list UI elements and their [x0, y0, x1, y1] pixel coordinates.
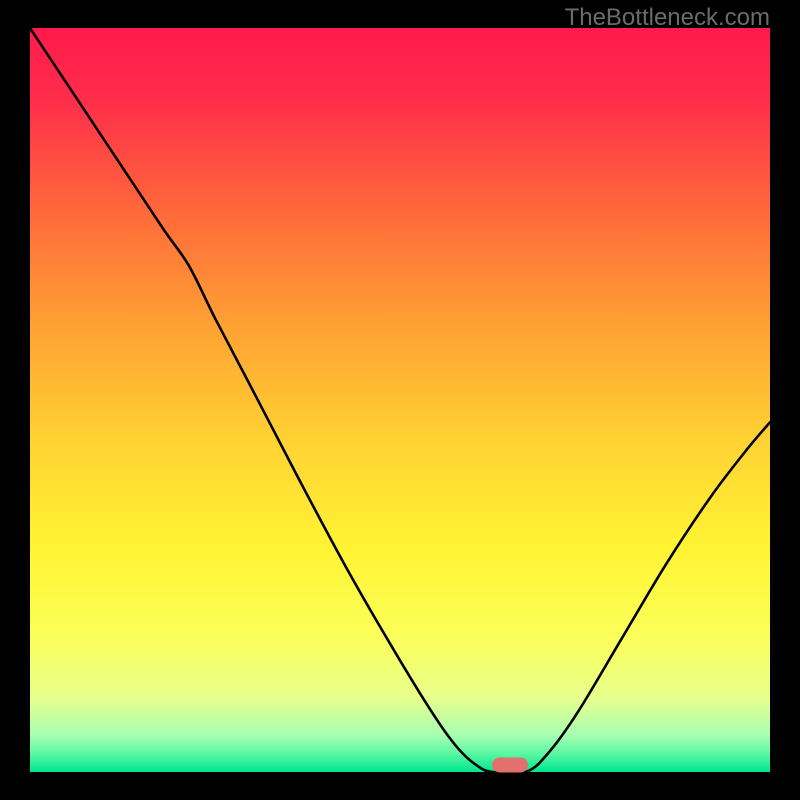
bottleneck-chart: TheBottleneck.com	[0, 0, 800, 800]
plot-area	[30, 28, 770, 772]
bottleneck-curve	[30, 28, 770, 772]
optimal-point-marker	[492, 757, 528, 772]
